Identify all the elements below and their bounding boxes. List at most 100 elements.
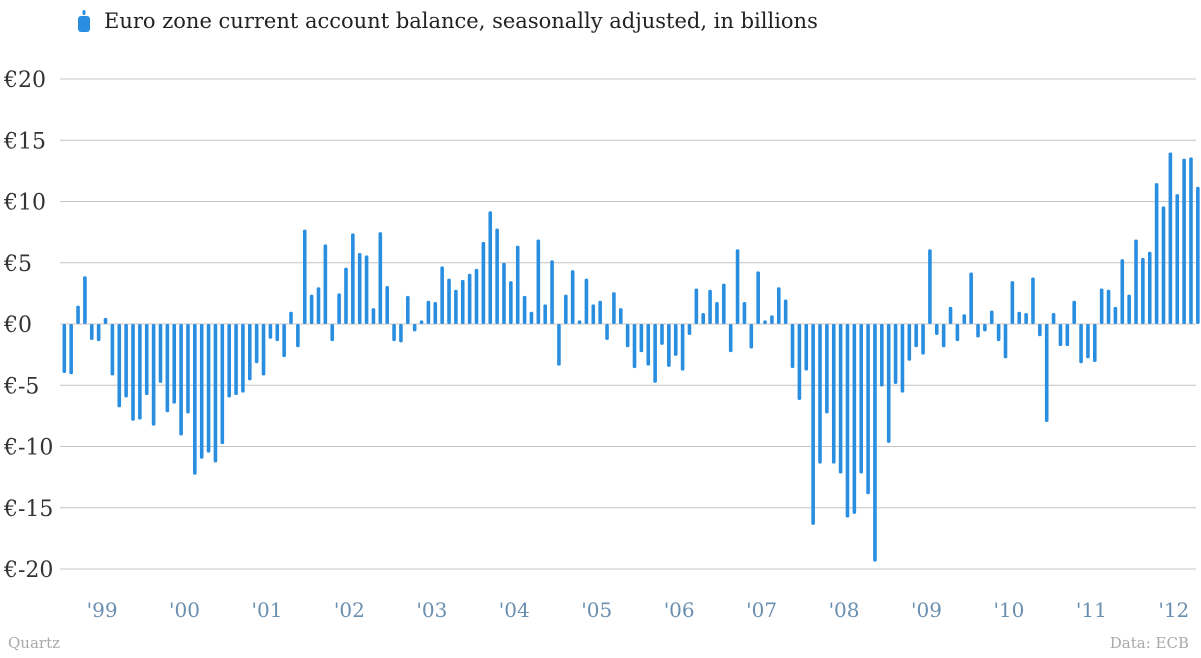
bar (254, 324, 259, 364)
bar (873, 324, 877, 562)
bar (831, 324, 836, 464)
bar (591, 304, 596, 324)
bar (584, 278, 589, 324)
data-credit: Data: ECB (1109, 634, 1189, 652)
y-tick-label: €15 (3, 129, 46, 154)
bar (406, 295, 410, 324)
bar (165, 324, 170, 413)
bar (893, 324, 898, 385)
bar (955, 324, 960, 342)
bar (900, 324, 905, 393)
bar (199, 324, 204, 459)
bar (151, 324, 156, 426)
bar (83, 276, 87, 324)
bar (309, 294, 314, 324)
bar (234, 324, 238, 396)
bar (1175, 194, 1180, 324)
bar (62, 324, 67, 373)
bar (776, 287, 781, 324)
bar (1147, 251, 1152, 324)
bar (289, 311, 293, 324)
bar (447, 278, 451, 324)
source-credit: Quartz (8, 634, 61, 652)
bar (454, 289, 458, 324)
bar (983, 324, 987, 332)
bar (323, 244, 328, 324)
bar (172, 324, 177, 404)
bar (1196, 186, 1200, 324)
bar (1010, 281, 1015, 324)
bar (96, 324, 101, 342)
bar (962, 314, 967, 324)
bar (364, 255, 369, 324)
x-axis-ticks: '99 '00 '01 '02 '03 '04 '05 '06 '07 '08 '09 '10 '11 '… (87, 598, 1190, 622)
bar (928, 249, 932, 324)
bar (742, 301, 747, 324)
bar (866, 324, 870, 495)
bar (1099, 288, 1104, 324)
bar (529, 311, 534, 324)
bar (69, 324, 73, 375)
bar (976, 324, 980, 338)
bar (1182, 158, 1186, 324)
bar (570, 270, 575, 324)
bar (797, 324, 802, 400)
bar (989, 310, 994, 324)
bar (680, 324, 685, 371)
bar (419, 320, 424, 324)
bar (783, 299, 788, 324)
bar (673, 324, 678, 356)
bar (1031, 277, 1035, 324)
bar (907, 324, 912, 361)
bar (625, 324, 630, 348)
bar (158, 324, 163, 383)
bar (557, 324, 561, 366)
bar (653, 324, 657, 383)
bar (351, 233, 355, 324)
bar (605, 324, 609, 340)
bar (756, 271, 760, 324)
bar (1058, 324, 1063, 347)
bar (131, 324, 135, 421)
bar (268, 324, 273, 339)
bar (969, 272, 973, 324)
x-tick-label: '05 (581, 598, 612, 622)
y-tick-label: €0 (3, 313, 32, 338)
bar (110, 324, 115, 376)
bar (1079, 324, 1083, 364)
bar (948, 306, 953, 324)
bar (564, 294, 568, 324)
x-tick-label: '04 (499, 598, 530, 622)
y-axis-ticks: €20 €15 €10 €5 €0 €-5 €-10 €-15 €-20 (3, 68, 53, 583)
bar (76, 305, 80, 324)
bar (598, 300, 602, 324)
bar (89, 324, 94, 340)
bar (509, 281, 513, 324)
bar (1093, 324, 1097, 362)
bar (646, 324, 651, 366)
x-tick-label: '02 (334, 598, 365, 622)
bars (62, 152, 1200, 562)
bar (1038, 324, 1042, 337)
x-tick-label: '12 (1158, 598, 1189, 622)
bar (495, 228, 499, 324)
x-tick-label: '01 (251, 598, 282, 622)
bar (770, 315, 774, 324)
bar (1017, 311, 1022, 324)
bar (722, 283, 726, 324)
y-tick-label: €10 (3, 191, 46, 216)
bar (804, 324, 809, 371)
bar (426, 300, 431, 324)
y-tick-label: €-5 (3, 374, 39, 399)
y-tick-label: €20 (3, 68, 46, 93)
bar (179, 324, 183, 436)
bar (550, 260, 554, 324)
bar (440, 266, 444, 324)
x-tick-label: '08 (829, 598, 860, 622)
bar (399, 324, 403, 343)
bar (186, 324, 190, 414)
bar (378, 232, 383, 324)
bar (1134, 239, 1138, 324)
bar (825, 324, 829, 414)
